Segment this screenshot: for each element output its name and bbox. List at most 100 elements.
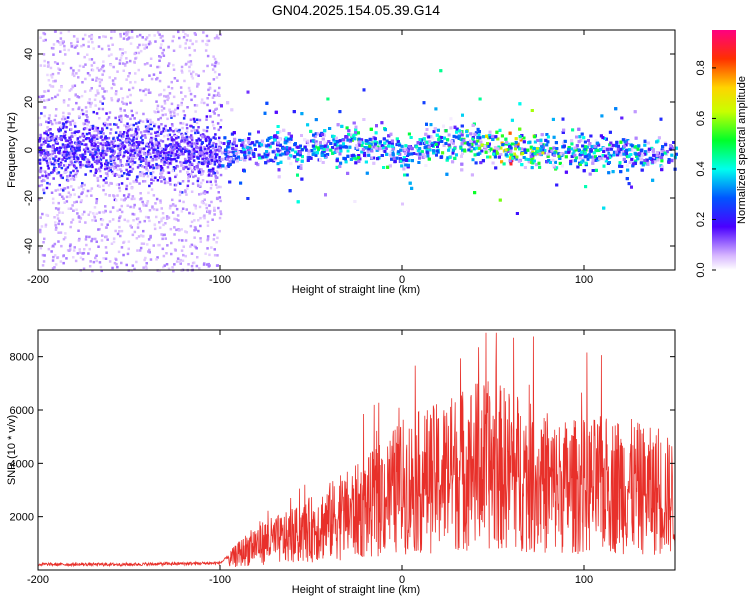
spectrogram-cell [191, 142, 194, 145]
spectrogram-cell [105, 112, 108, 115]
spectrogram-cell [179, 121, 182, 125]
spectrogram-cell [439, 69, 443, 73]
spectrogram-cell [144, 136, 147, 139]
spectrogram-cell [57, 162, 61, 166]
spectrogram-cell [62, 189, 65, 192]
spectrogram-cell [85, 165, 88, 168]
spectrogram-cell [164, 129, 167, 132]
spectrogram-cell [41, 253, 45, 257]
spectrogram-cell [213, 112, 216, 115]
spectrogram-cell [39, 166, 43, 170]
spectrogram-cell [112, 65, 115, 69]
spectrogram-cell [218, 164, 222, 168]
spectrogram-cell [65, 157, 68, 160]
spectrogram-cell [56, 172, 59, 175]
spectrogram-cell [150, 182, 153, 185]
spectrogram-cell [89, 89, 92, 92]
spectrogram-cell [487, 136, 491, 140]
spectrogram-cell [70, 221, 73, 224]
spectrogram-cell [47, 89, 50, 93]
spectrogram-cell [44, 174, 47, 178]
spectrogram-cell [141, 141, 145, 145]
spectrogram-cell [93, 206, 97, 209]
spectrogram-cell [154, 131, 157, 134]
spectrogram-cell [118, 118, 121, 122]
spectrogram-cell [159, 172, 162, 175]
spectrogram-cell [133, 133, 137, 136]
spectrogram-cell [479, 161, 483, 165]
spectrogram-cell [109, 132, 112, 135]
spectrogram-cell [47, 247, 51, 251]
spectrogram-cell [166, 181, 170, 184]
spectrogram-cell [97, 228, 100, 231]
spectrogram-cell [126, 177, 129, 180]
spectrogram-cell [67, 30, 71, 33]
spectrogram-cell [92, 154, 95, 157]
spectrogram-cell [173, 77, 177, 80]
spectrogram-cell [129, 224, 132, 228]
spectrogram-cell [42, 149, 45, 152]
spectrogram-cell [102, 97, 106, 100]
spectrogram-cell [49, 73, 53, 77]
spectrogram-cell [81, 213, 84, 216]
spectrogram-cell [145, 155, 148, 159]
spectrogram-cell [380, 147, 383, 150]
spectrogram-cell [194, 207, 198, 210]
spectrogram-cell [159, 116, 162, 120]
spectrogram-cell [109, 210, 112, 214]
spectrogram-cell [126, 151, 130, 154]
spectrogram-cell [157, 118, 160, 121]
spectrogram-cell [76, 157, 80, 160]
spectrogram-cell [135, 237, 139, 240]
spectrogram-cell [165, 215, 169, 218]
spectrogram-cell [43, 254, 46, 257]
spectrogram-cell [213, 206, 216, 210]
spectrogram-cell [196, 85, 199, 88]
spectrogram-cell [55, 148, 59, 151]
spectrogram-cell [130, 127, 134, 130]
spectrogram-cell [659, 117, 663, 121]
spectrogram-cell [216, 254, 219, 257]
spectrogram-cell [142, 150, 146, 153]
spectrogram-cell [152, 73, 156, 76]
spectrogram-cell [197, 170, 201, 173]
spectrogram-cell [200, 168, 203, 171]
spectrogram-cell [182, 30, 185, 33]
spectrogram-cell [208, 162, 211, 165]
spectrogram-cell [139, 192, 142, 195]
spectrogram-cell [151, 205, 154, 208]
spectrogram-cell [55, 168, 58, 171]
spectrogram-cell [145, 36, 149, 39]
spectrogram-cell [141, 36, 144, 39]
spectrogram-cell [81, 134, 84, 137]
spectrogram-cell [55, 108, 58, 111]
spectrogram-cell [72, 69, 75, 72]
spectrogram-cell [92, 47, 95, 50]
spectrogram-cell [86, 189, 90, 193]
spectrogram-cell [167, 151, 171, 154]
spectrogram-cell [76, 52, 80, 55]
spectrogram-cell [184, 239, 188, 242]
spectrogram-cell [86, 115, 89, 119]
spectrogram-cell [127, 137, 131, 140]
spectrogram-cell [49, 132, 52, 135]
spectrogram-cell [167, 216, 171, 219]
spectrogram-cell [127, 30, 130, 34]
spectrogram-cell [51, 152, 54, 156]
spectrogram-cell [139, 88, 142, 92]
spectrogram-cell [570, 147, 574, 151]
spectrogram-cell [82, 112, 85, 116]
spectrogram-cell [54, 155, 58, 158]
spectrogram-cell [575, 144, 579, 148]
spectrogram-cell [125, 150, 128, 153]
spectrogram-cell [142, 112, 145, 116]
spectrogram-cell [555, 166, 559, 170]
spectrogram-cell [148, 184, 151, 188]
spectrogram-cell [187, 167, 190, 171]
spectrogram-cell [131, 195, 135, 198]
spectrogram-cell [54, 263, 58, 266]
spectrogram-cell [195, 150, 198, 153]
spectrogram-cell [63, 48, 66, 51]
spectrogram-cell [54, 207, 58, 210]
spectrogram-cell [142, 174, 145, 178]
